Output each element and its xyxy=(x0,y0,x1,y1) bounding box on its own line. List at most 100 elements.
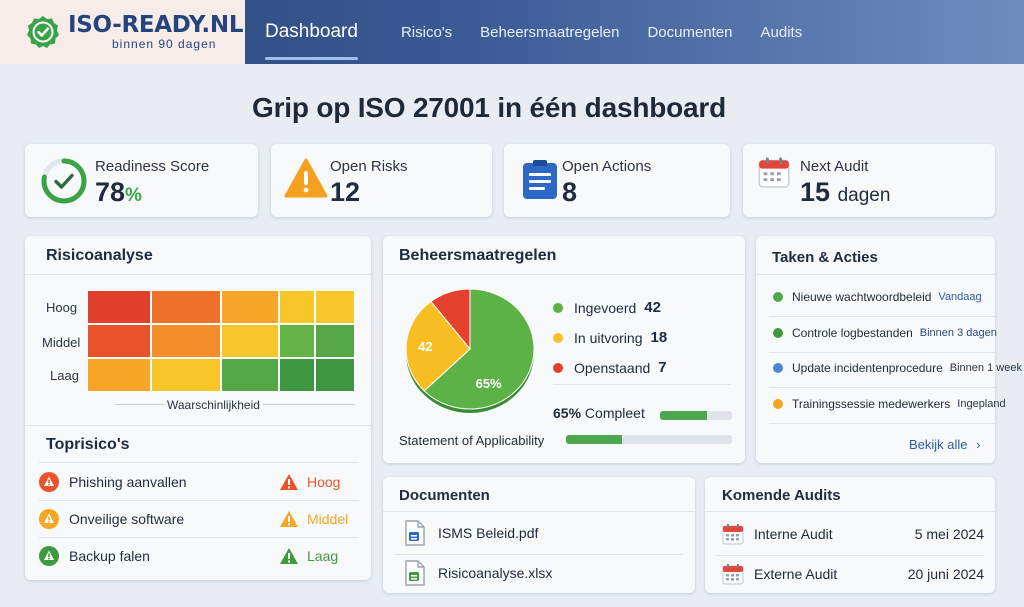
nav-documenten[interactable]: Documenten xyxy=(647,23,733,41)
pie-slice[interactable] xyxy=(423,288,535,410)
heatmap-row-label-laag: Laag xyxy=(50,368,79,383)
heatmap-cell[interactable] xyxy=(87,290,151,324)
task-name: Nieuwe wachtwoordbeleid xyxy=(792,290,932,304)
nav-beheersmaatregelen[interactable]: Beheersmaatregelen xyxy=(480,23,620,41)
heatmap-cell[interactable] xyxy=(279,324,315,358)
document-name: ISMS Beleid.pdf xyxy=(438,525,539,541)
kpi-actions-value: 8 xyxy=(562,177,578,207)
controls-title: Beheersmaatregelen xyxy=(399,247,557,264)
warning-icon xyxy=(280,547,298,564)
risk-level-dot-icon xyxy=(39,508,59,529)
soa-progress-bar xyxy=(566,435,732,444)
risk-level: Laag xyxy=(279,547,359,565)
kpi-audit-value: 15 dagen xyxy=(800,177,891,207)
pdf-file-icon xyxy=(405,520,425,546)
divider xyxy=(383,274,745,275)
legend-item: In uitvoring 18 xyxy=(553,329,667,346)
divider xyxy=(756,274,995,275)
legend-value: 42 xyxy=(644,299,661,316)
brand-name: ISO-READY.NL xyxy=(68,12,244,38)
kpi-risks-card[interactable]: Open Risks 12 xyxy=(271,144,492,217)
risk-analysis-title: Risicoanalyse xyxy=(46,247,153,264)
risk-name: Backup falen xyxy=(69,547,150,564)
heatmap-cell[interactable] xyxy=(151,358,221,392)
heatmap-cell[interactable] xyxy=(221,324,279,358)
risk-level-label: Hoog xyxy=(307,473,341,490)
heatmap-cell[interactable] xyxy=(279,358,315,392)
document-item[interactable]: Risicoanalyse.xlsx xyxy=(404,560,694,586)
view-all-link[interactable]: Bekijk alle › xyxy=(909,437,981,452)
task-item[interactable]: Update incidentenprocedure Binnen 1 week xyxy=(773,361,1022,375)
audits-card xyxy=(705,477,995,593)
kpi-risks-label: Open Risks xyxy=(330,158,408,175)
kpi-readiness-card[interactable]: Readiness Score 78% xyxy=(25,144,258,217)
spreadsheet-file-icon xyxy=(405,560,425,586)
divider xyxy=(39,500,359,501)
pie-label-major: 65% xyxy=(476,376,502,391)
pie-slice[interactable] xyxy=(405,300,471,392)
task-item[interactable]: Controle logbestanden Binnen 3 dagen xyxy=(773,326,1003,340)
audit-date: 20 juni 2024 xyxy=(907,566,984,582)
divider xyxy=(25,274,371,275)
heatmap-cell[interactable] xyxy=(151,324,221,358)
heatmap-cell[interactable] xyxy=(87,358,151,392)
heatmap-cell[interactable] xyxy=(279,290,315,324)
legend-value: 7 xyxy=(658,359,667,376)
risk-row[interactable]: Onveilige software Middel xyxy=(39,500,359,537)
controls-pie-chart[interactable]: 65% 42 xyxy=(400,283,540,413)
kpi-audit-card[interactable]: Next Audit 15 dagen xyxy=(743,144,995,217)
page-title: Grip op ISO 27001 in één dashboard xyxy=(252,92,726,123)
heatmap-cell[interactable] xyxy=(315,358,355,392)
calendar-icon xyxy=(722,524,744,545)
risk-row[interactable]: Backup falen Laag xyxy=(39,537,359,574)
task-status-dot-icon xyxy=(773,398,783,409)
heatmap-cell[interactable] xyxy=(221,290,279,324)
risk-heatmap[interactable] xyxy=(87,290,355,392)
heatmap-x-axis-label: Waarschinlijkheid xyxy=(164,398,263,412)
legend-label: Openstaand xyxy=(574,359,651,376)
kpi-actions-label: Open Actions xyxy=(562,158,652,175)
legend-dot-icon xyxy=(553,362,563,373)
audit-item[interactable]: Externe Audit 20 juni 2024 xyxy=(722,563,984,585)
complete-progress-bar xyxy=(660,411,732,420)
audit-item[interactable]: Interne Audit 5 mei 2024 xyxy=(722,523,984,545)
document-name: Risicoanalyse.xlsx xyxy=(438,565,553,581)
top-risks-title: Toprisico's xyxy=(46,436,130,453)
top-navigation-bar: ISO-READY.NL binnen 90 dagen Dashboard R… xyxy=(0,0,1024,64)
task-item[interactable]: Nieuwe wachtwoordbeleid Vandaag xyxy=(773,290,1003,304)
risk-level-label: Laag xyxy=(307,547,339,564)
pie-slice[interactable] xyxy=(430,288,471,351)
divider xyxy=(25,425,371,426)
nav-audits[interactable]: Audits xyxy=(760,23,803,41)
divider xyxy=(383,511,695,512)
task-name: Controle logbestanden xyxy=(792,325,913,340)
calendar-icon xyxy=(722,564,744,585)
divider xyxy=(769,316,995,317)
legend-dot-icon xyxy=(553,302,563,313)
brand-logo[interactable]: ISO-READY.NL binnen 90 dagen xyxy=(0,0,245,64)
document-item[interactable]: ISMS Beleid.pdf xyxy=(404,520,694,546)
risk-row[interactable]: Phishing aanvallen Hoog xyxy=(39,463,359,500)
heatmap-cell[interactable] xyxy=(221,358,279,392)
heatmap-cell[interactable] xyxy=(87,324,151,358)
task-item[interactable]: Trainingssessie medewerkers Ingepland xyxy=(773,396,1006,411)
risk-level-label: Middel xyxy=(307,510,349,527)
risk-name: Phishing aanvallen xyxy=(69,473,187,490)
heatmap-cell[interactable] xyxy=(315,290,355,324)
risk-name: Onveilige software xyxy=(69,510,185,527)
task-name: Trainingssessie medewerkers xyxy=(792,396,951,411)
nav-dashboard[interactable]: Dashboard xyxy=(265,0,358,64)
warning-icon xyxy=(280,510,298,527)
nav-risicos[interactable]: Risico's xyxy=(400,23,453,41)
kpi-actions-card[interactable]: Open Actions 8 xyxy=(504,144,730,217)
heatmap-cell[interactable] xyxy=(151,290,221,324)
document-list-icon xyxy=(523,160,557,199)
check-badge-icon xyxy=(27,16,59,48)
audit-name: Externe Audit xyxy=(754,566,838,582)
task-status-dot-icon xyxy=(773,327,783,338)
soa-label: Statement of Applicability xyxy=(399,433,545,448)
heatmap-cell[interactable] xyxy=(315,324,355,358)
task-status-dot-icon xyxy=(773,292,783,302)
divider xyxy=(705,511,995,512)
